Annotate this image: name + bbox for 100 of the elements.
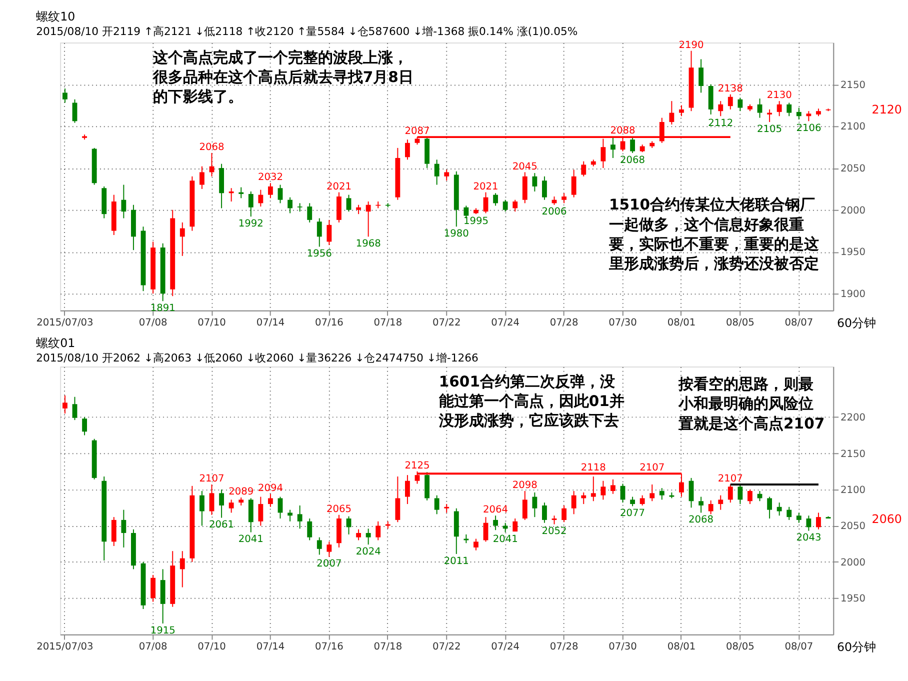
x-tick-label: 08/07 [784, 318, 814, 329]
candlestick [688, 477, 694, 508]
text: 2021 [473, 181, 498, 192]
x-tick-label: 07/14 [256, 318, 285, 329]
text: 2032 [258, 172, 283, 184]
text: 1915 [150, 625, 176, 636]
candlestick [111, 516, 116, 547]
text: 2041 [492, 534, 518, 546]
y-tick-label: 2100 [840, 122, 866, 133]
y-tick-label: 2100 [840, 484, 866, 496]
candlestick [366, 201, 371, 238]
candlestick [708, 84, 714, 115]
text: 2045 [512, 161, 538, 172]
text: 2089 [228, 486, 254, 498]
candlestick [522, 172, 528, 204]
x-tick-label: 08/01 [667, 642, 696, 653]
text: 2112 [708, 118, 734, 129]
candlestick [219, 489, 224, 518]
text: 2138 [718, 83, 743, 94]
candlestick [434, 494, 440, 515]
text: 2087 [404, 126, 430, 138]
y-tick-label: 2050 [840, 163, 866, 174]
candlestick [796, 512, 802, 524]
text: 2041 [238, 534, 264, 546]
candlestick [444, 169, 450, 182]
annotation: 1601合约第二次反弹，没能过第一个高点，因此01并没形成涨势，它应该跌下去 [438, 373, 624, 430]
x-tick-label: 07/08 [138, 318, 168, 329]
x-tick-label: 07/30 [608, 318, 637, 329]
x-tick-label: 07/14 [256, 642, 285, 653]
text: 1992 [238, 218, 264, 230]
candlestick [698, 496, 704, 514]
candlestick [542, 176, 547, 200]
candlestick [522, 490, 528, 520]
candlestick [180, 550, 185, 588]
candlestick [316, 536, 322, 556]
x-tick-label: 2015/07/03 [36, 318, 94, 329]
x-tick-label: 2015/07/03 [36, 642, 94, 653]
text: 2060 [872, 512, 902, 526]
candlestick [581, 160, 586, 177]
candlestick [502, 199, 508, 212]
candlestick [307, 202, 312, 223]
text: 2094 [258, 482, 283, 494]
candlestick [532, 172, 538, 192]
candlestick [562, 504, 567, 523]
candlestick [542, 502, 547, 524]
candlestick [532, 492, 538, 518]
candlestick [728, 484, 733, 504]
x-tick-label: 08/05 [726, 318, 754, 329]
text: 2065 [326, 504, 352, 515]
chart-subtitle: 2015/08/10 开2119 ↑高2121 ↓低2118 ↑收2120 ↑量5584 ↓仓587600 ↓增-1368 振0.14% 涨(1)0.05% [36, 25, 578, 38]
candlestick [610, 137, 616, 158]
x-tick-label: 08/01 [667, 318, 696, 329]
x-tick-label: 07/16 [315, 642, 344, 653]
candlestick [767, 496, 772, 519]
candlestick [72, 98, 78, 124]
candlestick [630, 496, 636, 507]
candlestick [610, 478, 616, 494]
candlestick [757, 98, 762, 118]
candlestick [738, 97, 743, 112]
text: 2120 [872, 102, 902, 116]
candlestick [796, 107, 802, 120]
text: 1968 [356, 238, 381, 250]
candlestick [121, 509, 126, 548]
candlestick [512, 518, 518, 532]
text: 2105 [757, 124, 782, 135]
x-tick-label: 07/28 [550, 642, 578, 653]
candlestick [806, 515, 812, 532]
y-tick-label: 2150 [840, 80, 866, 91]
candlestick [767, 108, 772, 122]
text: 2077 [620, 508, 646, 520]
candlestick [728, 94, 733, 110]
candlestick [82, 416, 87, 436]
x-tick-label: 07/22 [432, 642, 461, 653]
y-tick-label: 1950 [840, 594, 866, 605]
candlestick [620, 483, 626, 504]
text: 2190 [678, 40, 704, 51]
candlestick [424, 472, 430, 501]
x-tick-label: 07/18 [374, 642, 402, 653]
candlestick [669, 100, 674, 125]
text: 2064 [483, 504, 508, 516]
candlestick [640, 494, 645, 506]
candlestick [600, 480, 606, 500]
candlestick [434, 159, 440, 186]
candlestick [806, 110, 812, 122]
text: 2068 [199, 142, 224, 154]
candlestick [209, 484, 214, 516]
text: 2107 [199, 474, 224, 485]
candlestick [405, 474, 410, 505]
text: 2068 [688, 514, 714, 526]
annotation: 这个高点完成了一个完整的波段上涨，很多品种在这个高点后就去寻找7月8日的下影线了。 [152, 48, 414, 106]
text: 2024 [356, 546, 381, 558]
text: 1980 [444, 228, 469, 240]
candlestick [121, 184, 126, 219]
candlestick [483, 192, 488, 214]
candlestick [718, 100, 724, 117]
candlestick [502, 522, 508, 533]
text: 2130 [766, 90, 792, 102]
x-tick-label: 07/24 [491, 318, 520, 329]
annotation: 按看空的思路，则最小和最明确的风险位置就是这个高点2107 [678, 375, 825, 432]
text: 60分钟 [837, 316, 876, 330]
